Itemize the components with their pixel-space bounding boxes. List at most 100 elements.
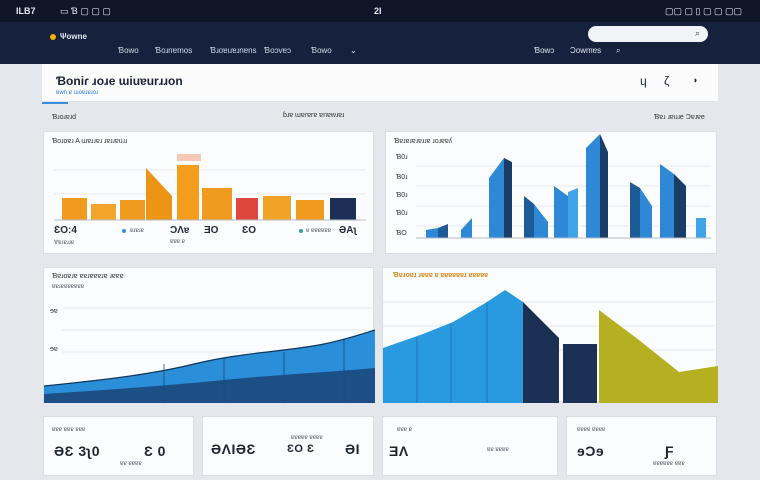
nav-item-3[interactable]: Ɓɹoɐuɐɹnɐns [210,46,257,55]
nav-item-5[interactable]: Ɓowo [311,46,332,55]
os-menu-bar: ILB7 ▭ Ɓ ▢ ▢ ▢ 2I ▢▢ ▢ ▯ ▢ ▢ ▢▢ [0,0,760,22]
kpi-card-3[interactable]: ɐɐɐ ɐ ƎɅ ɐɐ ɐɐɐɐ [382,416,558,476]
bar[interactable] [461,218,472,238]
bar[interactable] [534,204,548,238]
kpi-value-secondary: Ƒ [665,443,675,459]
bar[interactable] [438,224,448,238]
bar[interactable] [489,158,504,238]
nav-item-2[interactable]: Ɓoɹnɐmos [155,46,193,55]
header-action-icon-2[interactable]: ζ [664,74,670,88]
bar[interactable] [330,198,356,220]
bar[interactable] [586,134,600,238]
os-bar-left: ILB7 [16,6,36,16]
kpi-value: ɘƆɘ [577,443,605,459]
search-input[interactable] [588,26,708,42]
area-segment[interactable] [523,302,559,403]
search-icon[interactable]: ⌕ [695,28,701,38]
header-underline [42,102,68,104]
card-stat: ƐO [242,225,257,236]
kpi-card-2[interactable]: ƏɅƖƏƐ ƐO Ɛ ƏI ɐɐɐɐɐ ɐɐɐɐ [202,416,374,476]
card-mixed-chart: Ɓɐɹoɐɹ ɹɐɐɐ ɐ ɐɐɐɐɐɐɹ ɐɐɐɐɐ [382,267,718,403]
header-action-icon-1[interactable]: ɥ [640,74,647,88]
app-navbar: Ψowne Ɓowo Ɓoɹnɐmos Ɓɹoɐuɐɹnɐns Ɓoɔvɐɔ Ɓ… [0,22,760,64]
card-title: Ɓɐɹɐɹɐɹɐɹɹɐ ɹoɹɐɐʎ [394,138,453,145]
bar[interactable] [296,200,324,220]
chevron-down-icon[interactable]: ⌄ [350,46,357,55]
bar[interactable] [91,204,116,220]
bar[interactable] [674,174,686,238]
card-title: Ɓɐɹoɐɹ ɹɐɐɐ ɐ ɐɐɐɐɐɐɹ ɐɐɐɐɐ [393,272,488,279]
section-filter-button[interactable]: Ɓɐɹ ɹɐuɹe Ɔɐɹɐe [654,114,705,121]
kpi-card-1[interactable]: ɐɐɐ ɐɐɐ ɐɐɐ ƏƐ 3ʅ0 Ɛ 0 ɐɐ ɐɐɐɐ [43,416,194,476]
card-bar-chart: Ɓoɹoɐɹ A ɯɐɹɹɐɹ ɹɐɹɹɐuɹɹ ƐO:4 ƆɅɐ ƎO ƐO … [43,131,374,254]
kpi-title: ɐɐɐɐ ɐɐɐɐ [577,427,606,433]
kpi-value-tertiary: ƏI [345,441,361,457]
card-stat-caption: Ɐɐɹɐɹɹɐ [54,240,75,246]
bar[interactable] [600,134,608,238]
kpi-caption: ɐɐ ɐɐɐɐ [120,461,142,467]
nav-right-item-1[interactable]: Ɓowɔ [534,46,555,55]
section-label-center: ɓɹɐ ɯɐɾɐrɐ ɐnɐwɹɐɹ [283,112,345,119]
y-axis-label: ɘɐ [50,308,58,315]
bar[interactable] [120,200,145,220]
bar[interactable] [426,228,438,238]
os-bar-status-icons[interactable]: ▢▢ ▢ ▯ ▢ ▢ ▢▢ [665,6,742,16]
card-title: Ɓoɹoɐɹ A ɯɐɹɹɐɹ ɹɐɹɹɐuɹɹ [52,138,128,145]
page-header: Ɓoniɾ ɹoɹe ɯiuɐurɹɹon ɐwn ɐ ɯoɐɹɐɹoɹ ɥ ζ… [42,64,718,104]
area-segment[interactable] [383,290,523,403]
y-axis-label: Ɓ0ɹ [396,210,408,217]
area-series-line [44,329,375,387]
card-stat: ƐO:4 [54,225,77,236]
bar[interactable] [630,182,640,238]
legend-dot [299,229,303,233]
card-stat-caption: ɐ ɐɐɐɐɐɐ [306,228,332,234]
bar-chart-svg [54,154,366,233]
mixed-chart-svg [383,290,718,403]
os-bar-left-icons[interactable]: ▭ Ɓ ▢ ▢ ▢ [60,6,111,16]
bar-segment[interactable] [563,344,597,403]
nav-right-search-icon[interactable]: ⌕ [616,46,621,55]
area-segment[interactable] [599,310,718,403]
y-axis-label: ƁO [396,230,407,237]
bar[interactable] [202,188,232,220]
bar[interactable] [263,196,291,220]
kpi-caption: ɐɐɐɐɐ ɐɐɐɐ [291,435,323,441]
kpi-value: ƏƐ 3ʅ0 [54,443,101,459]
nav-item-4[interactable]: Ɓoɔvɐɔ [264,46,291,55]
card-area-chart: Ɓɐɹoɐɹɐ ɐɐɹɐɐɐɹɐ ɹɐɐɐ ɐɐɹɐɐɐɐɐɐɐ ɘɐ ɘɐ [43,267,375,403]
header-settings-icon[interactable]: ◑ [692,75,698,85]
card-stat: ƏAʅ [339,225,357,236]
y-axis-label: ɘɐ [50,346,58,353]
bar[interactable] [504,158,512,238]
bar[interactable] [177,165,199,220]
kpi-title: ɐɐɐ ɐɐɐ ɐɐɐ [52,427,86,433]
os-bar-clock: 2I [374,6,382,16]
kpi-title: ɐɐɐ ɐ [397,427,413,433]
nav-right-item-2[interactable]: Ɔowmɐs [570,46,602,55]
bar[interactable] [696,218,706,238]
bar[interactable] [554,186,568,238]
area-chart-svg [44,307,375,403]
page-title: Ɓoniɾ ɹoɹe ɯiuɐurɹɹon [56,74,183,88]
y-axis-label: Ɓ0ɹ [396,154,408,161]
legend-dot [122,229,126,233]
kpi-card-4[interactable]: ɐɐɐɐ ɐɐɐɐ ɘƆɘ Ƒ ɐɐɐɐɐɐ ɐɐɐ [566,416,717,476]
section-label-left: Ɓɹoɹɐɹd [52,114,76,121]
page-subtitle-link[interactable]: ɐwn ɐ ɯoɐɹɐɹoɹ [56,90,99,96]
kpi-caption: ɐɐɐɐɐɐ ɐɐɐ [653,461,685,467]
blue-bar-chart-svg [416,134,711,239]
card-stat: ƆɅɐ [170,225,190,236]
bar[interactable] [660,164,674,238]
nav-item-1[interactable]: Ɓowo [118,46,139,55]
bar[interactable] [236,198,258,220]
bar[interactable] [62,198,87,220]
bar[interactable] [640,188,652,238]
bar[interactable] [146,168,172,220]
bar[interactable] [568,188,578,238]
kpi-caption: ɐɐ ɐɐɐɐ [487,447,509,453]
card-subtitle: ɐɐɹɐɐɐɐɐɐɐ [52,284,85,290]
card-blue-bar-chart: Ɓɐɹɐɹɐɹɐɹɹɐ ɹoɹɐɐʎ Ɓ0ɹ Ɓ0ɹ Ɓ0ɹ Ɓ0ɹ ƁO [385,131,717,254]
kpi-value-secondary: Ɛ 0 [144,443,166,459]
brand-logo[interactable]: Ψowne [50,32,87,41]
bar[interactable] [524,196,534,238]
